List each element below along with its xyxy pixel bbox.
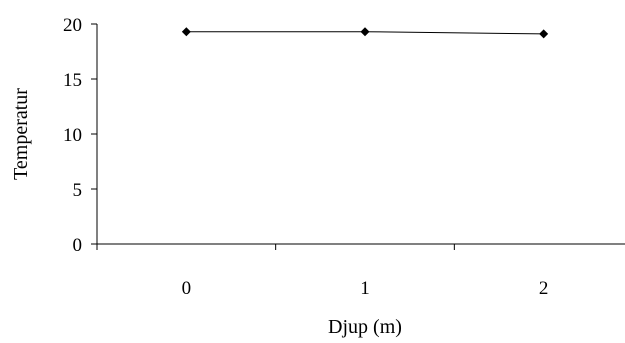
x-tick-label: 1 xyxy=(360,278,370,299)
data-point-marker xyxy=(181,27,191,37)
y-tick-label: 20 xyxy=(63,15,82,36)
x-ticks: 0 1 2 xyxy=(96,244,549,299)
y-tick-label: 0 xyxy=(73,235,83,256)
x-tick-label: 0 xyxy=(182,278,192,299)
y-tick-label: 15 xyxy=(63,70,82,91)
y-axis-title: Temperatur xyxy=(10,88,32,180)
y-tick-label: 5 xyxy=(73,180,83,201)
x-axis-title: Djup (m) xyxy=(328,316,402,338)
y-ticks: 0 5 10 15 20 xyxy=(63,15,97,256)
x-tick-label: 2 xyxy=(539,278,549,299)
y-tick-label: 10 xyxy=(63,125,82,146)
series-group xyxy=(181,27,549,39)
data-point-marker xyxy=(539,29,549,39)
data-point-marker xyxy=(360,27,370,37)
